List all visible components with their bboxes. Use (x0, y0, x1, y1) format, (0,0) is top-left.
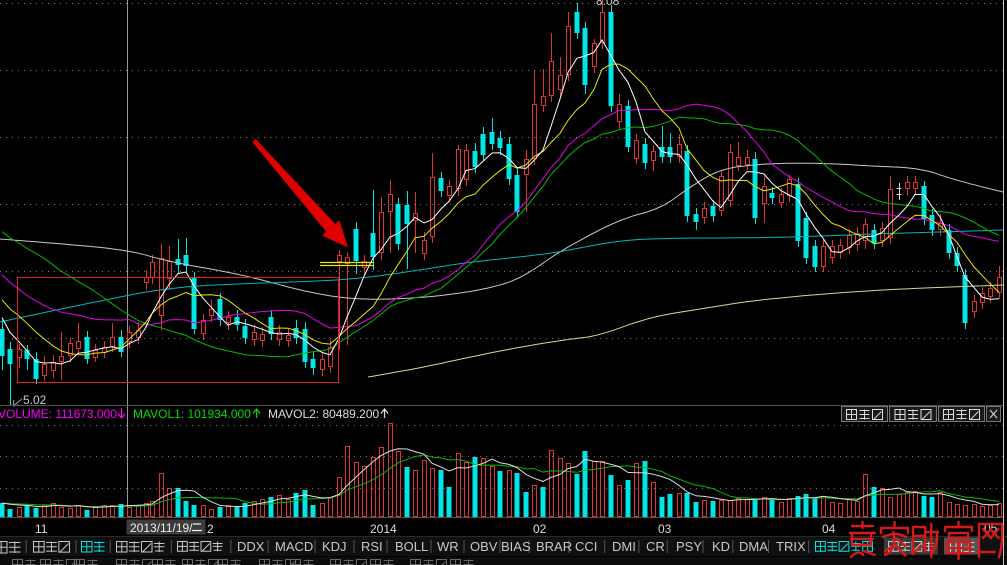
svg-text:11: 11 (35, 522, 48, 536)
svg-text:5.02: 5.02 (23, 393, 47, 407)
svg-text:BRAR: BRAR (536, 539, 572, 554)
svg-text:PSY: PSY (676, 539, 702, 554)
svg-text:DMA: DMA (739, 539, 768, 554)
svg-text:WR: WR (437, 539, 459, 554)
svg-text:CCI: CCI (575, 539, 597, 554)
svg-text:KDJ: KDJ (322, 539, 347, 554)
svg-text:TRIX: TRIX (776, 539, 806, 554)
svg-text:DMI: DMI (612, 539, 636, 554)
svg-text:MACD: MACD (275, 539, 313, 554)
svg-text:BOLL: BOLL (395, 539, 428, 554)
svg-text:03: 03 (658, 522, 672, 536)
svg-text:BIAS: BIAS (501, 539, 531, 554)
svg-text:DDX: DDX (237, 539, 265, 554)
svg-text:MAVOL2: 80489.200: MAVOL2: 80489.200 (268, 407, 380, 421)
svg-text:2013/11/19/: 2013/11/19/ (130, 521, 193, 535)
svg-text:04: 04 (822, 522, 836, 536)
svg-text:8.08: 8.08 (596, 0, 620, 8)
svg-text:RSI: RSI (361, 539, 383, 554)
svg-text:MAVOL1: 101934.000: MAVOL1: 101934.000 (133, 407, 251, 421)
svg-text:OBV: OBV (470, 539, 498, 554)
svg-text:VOLUME: 111673.000: VOLUME: 111673.000 (0, 407, 117, 421)
svg-text:CR: CR (646, 539, 665, 554)
svg-text:2014: 2014 (370, 522, 397, 536)
svg-text:02: 02 (533, 522, 547, 536)
svg-text:KD: KD (712, 539, 730, 554)
svg-text:2: 2 (207, 522, 214, 536)
